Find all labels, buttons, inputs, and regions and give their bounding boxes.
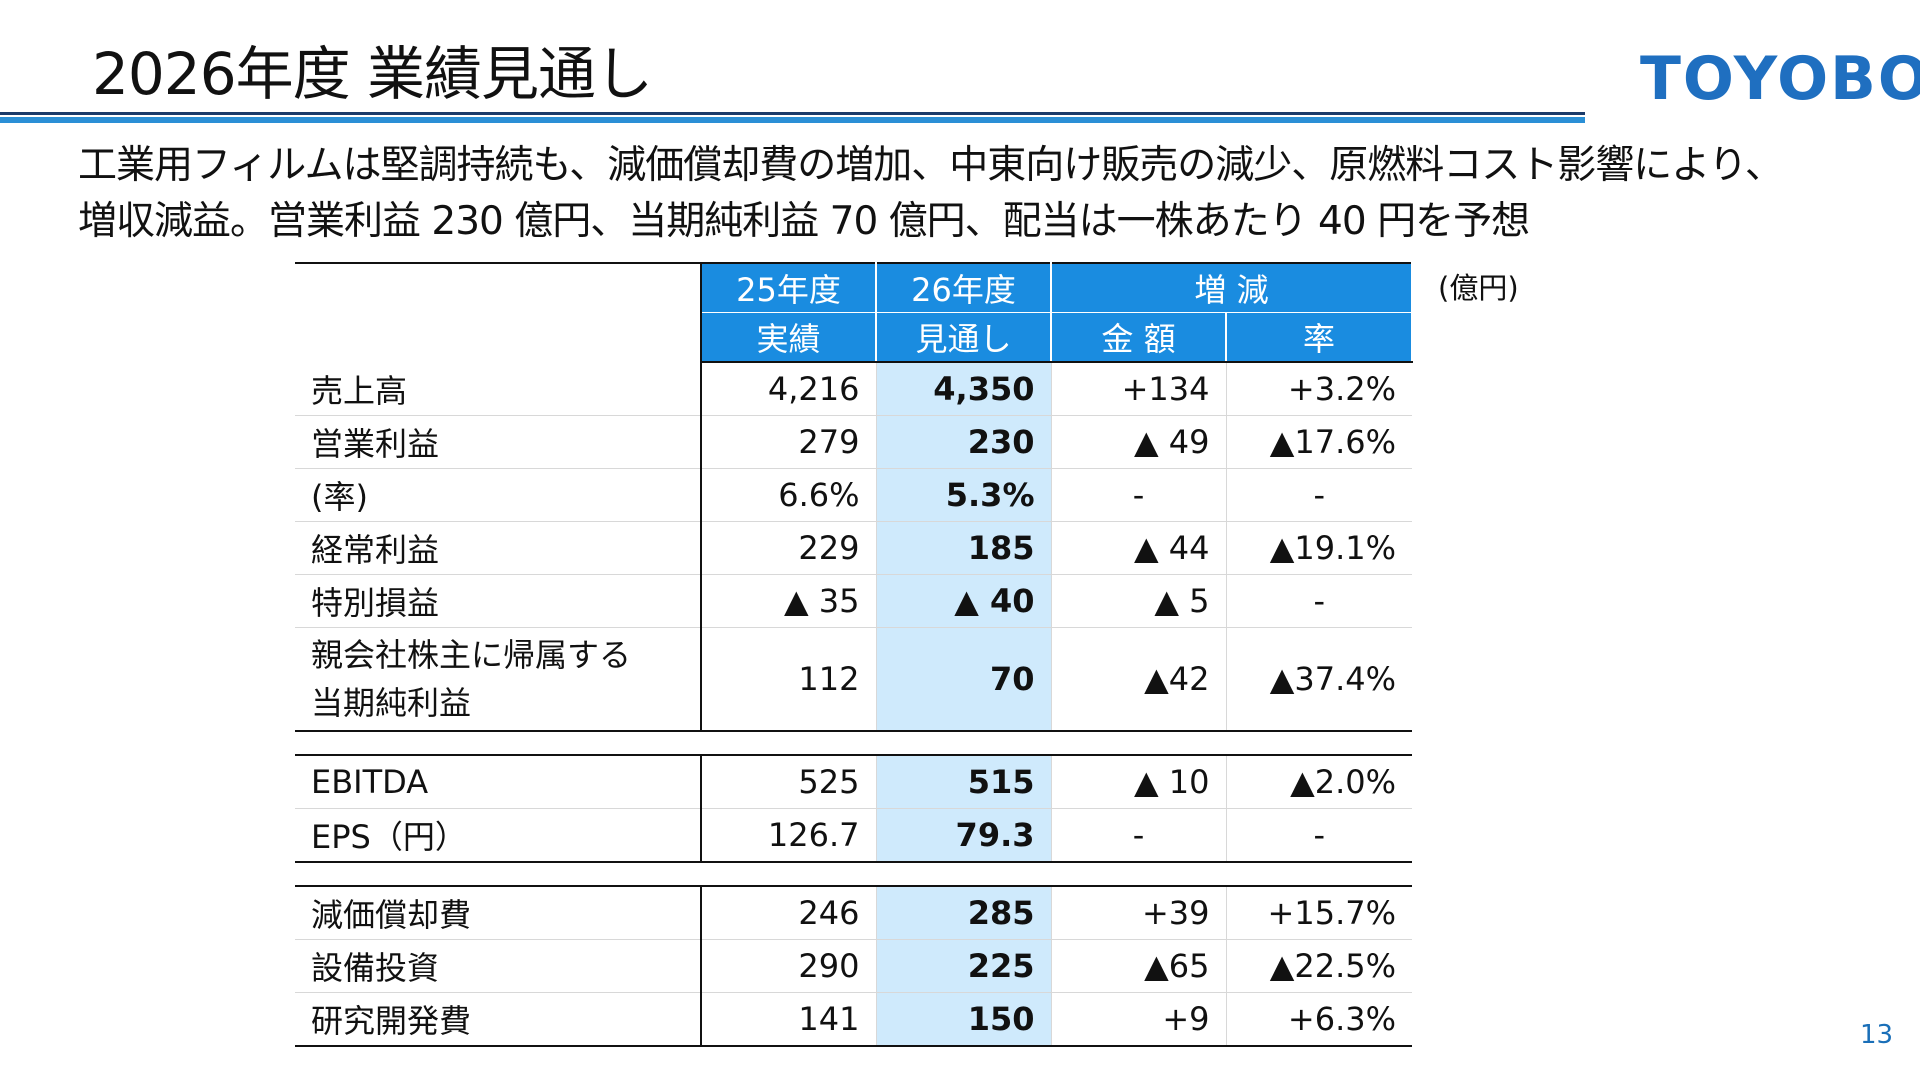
- row-label: 設備投資: [295, 939, 702, 993]
- row-label: 研究開発費: [295, 992, 702, 1047]
- cell-fy25: 525: [701, 754, 877, 809]
- cell-diff: ▲ 44: [1051, 521, 1227, 575]
- row-label-line-2: 当期純利益: [311, 684, 472, 722]
- row-label: 営業利益: [295, 415, 702, 469]
- cell-rate: +3.2%: [1226, 362, 1412, 416]
- cell-fy25: 141: [701, 992, 877, 1047]
- table-row: 経常利益 229 185 ▲ 44 ▲19.1%: [295, 521, 1412, 575]
- table-row: 営業利益 279 230 ▲ 49 ▲17.6%: [295, 415, 1412, 469]
- cell-fy26: 230: [876, 415, 1052, 469]
- header-amount: 金 額: [1051, 312, 1227, 363]
- header-rate: 率: [1226, 312, 1413, 363]
- table-row: 売上高 4,216 4,350 +134 +3.2%: [295, 362, 1412, 416]
- cell-fy26: 4,350: [876, 362, 1052, 416]
- header-fy26: 26年度: [876, 262, 1052, 313]
- cell-fy25: 246: [701, 885, 877, 940]
- table-header-top: 25年度 26年度 増 減: [295, 262, 1413, 362]
- cell-diff: +39: [1051, 885, 1227, 940]
- table-header-bottom: 実績 見通し 金 額 率: [295, 312, 1413, 363]
- cell-fy25: ▲ 35: [701, 574, 877, 628]
- cell-fy26: 70: [876, 627, 1052, 732]
- cell-rate: ▲19.1%: [1226, 521, 1412, 575]
- cell-fy25: 6.6%: [701, 468, 877, 522]
- row-label: 売上高: [295, 362, 702, 416]
- page-number: 13: [1860, 1020, 1894, 1050]
- cell-diff: ▲ 10: [1051, 754, 1227, 809]
- summary-line-1: 工業用フィルムは堅調持続も、減価償却費の増加、中東向け販売の減少、原燃料コスト影…: [78, 143, 1784, 188]
- cell-fy25: 229: [701, 521, 877, 575]
- cell-rate: ▲17.6%: [1226, 415, 1412, 469]
- cell-rate: +15.7%: [1226, 885, 1412, 940]
- cell-rate: ▲22.5%: [1226, 939, 1412, 993]
- header-fy25: 25年度: [701, 262, 877, 313]
- cell-diff: +134: [1051, 362, 1227, 416]
- cell-diff: -: [1051, 468, 1227, 522]
- row-label: (率): [295, 468, 702, 522]
- cell-fy26: 5.3%: [876, 468, 1052, 522]
- cell-fy25: 290: [701, 939, 877, 993]
- row-label: 親会社株主に帰属する 当期純利益: [295, 627, 702, 732]
- table-row: EBITDA 525 515 ▲ 10 ▲2.0%: [295, 754, 1412, 809]
- page-title: 2026年度 業績見通し: [92, 40, 653, 108]
- summary-text: 工業用フィルムは堅調持続も、減価償却費の増加、中東向け販売の減少、原燃料コスト影…: [78, 138, 1878, 250]
- forecast-table: 25年度 26年度 増 減 実績 見通し 金 額 率 売上高 4,216 4,3…: [295, 262, 1413, 1047]
- table-row: (率) 6.6% 5.3% - -: [295, 468, 1412, 522]
- table-row: 設備投資 290 225 ▲65 ▲22.5%: [295, 939, 1412, 993]
- row-label: EBITDA: [295, 754, 702, 809]
- cell-diff: ▲65: [1051, 939, 1227, 993]
- cell-fy25: 126.7: [701, 808, 877, 863]
- row-label: 特別損益: [295, 574, 702, 628]
- header-forecast: 見通し: [876, 312, 1052, 363]
- header-actual: 実績: [701, 312, 877, 363]
- table-row: EPS（円） 126.7 79.3 - -: [295, 808, 1412, 863]
- row-label: EPS（円）: [295, 808, 702, 863]
- cell-fy26: 185: [876, 521, 1052, 575]
- cell-fy26: 225: [876, 939, 1052, 993]
- unit-label: (億円): [1438, 271, 1519, 305]
- cell-rate: -: [1226, 808, 1412, 863]
- cell-diff: ▲ 5: [1051, 574, 1227, 628]
- cell-diff: +9: [1051, 992, 1227, 1047]
- cell-fy25: 112: [701, 627, 877, 732]
- toyobo-logo: TOYOBO: [1640, 44, 1920, 114]
- row-label-line-1: 親会社株主に帰属する: [311, 636, 632, 674]
- table-row: 研究開発費 141 150 +9 +6.3%: [295, 992, 1412, 1047]
- header-blank-cell: [295, 262, 702, 362]
- cell-rate: ▲2.0%: [1226, 754, 1412, 809]
- header-rule-dark: [0, 112, 1585, 115]
- header-rule-blue: [0, 117, 1585, 123]
- table-row: 親会社株主に帰属する 当期純利益 112 70 ▲42 ▲37.4%: [295, 627, 1412, 732]
- cell-rate: +6.3%: [1226, 992, 1412, 1047]
- row-label: 減価償却費: [295, 885, 702, 940]
- cell-rate: ▲37.4%: [1226, 627, 1412, 732]
- cell-diff: -: [1051, 808, 1227, 863]
- section-gap: [295, 731, 1412, 755]
- cell-diff: ▲ 49: [1051, 415, 1227, 469]
- summary-line-2: 増収減益。営業利益 230 億円、当期純利益 70 億円、配当は一株あたり 40…: [78, 199, 1530, 244]
- table-row: 特別損益 ▲ 35 ▲ 40 ▲ 5 -: [295, 574, 1412, 628]
- cell-fy26: 150: [876, 992, 1052, 1047]
- cell-fy26: ▲ 40: [876, 574, 1052, 628]
- cell-fy26: 285: [876, 885, 1052, 940]
- table-row: 減価償却費 246 285 +39 +15.7%: [295, 885, 1412, 940]
- cell-fy25: 279: [701, 415, 877, 469]
- section-gap: [295, 862, 1412, 886]
- header-change: 増 減: [1051, 262, 1413, 313]
- cell-fy26: 515: [876, 754, 1052, 809]
- cell-diff: ▲42: [1051, 627, 1227, 732]
- row-label: 経常利益: [295, 521, 702, 575]
- cell-rate: -: [1226, 574, 1412, 628]
- cell-rate: -: [1226, 468, 1412, 522]
- cell-fy25: 4,216: [701, 362, 877, 416]
- cell-fy26: 79.3: [876, 808, 1052, 863]
